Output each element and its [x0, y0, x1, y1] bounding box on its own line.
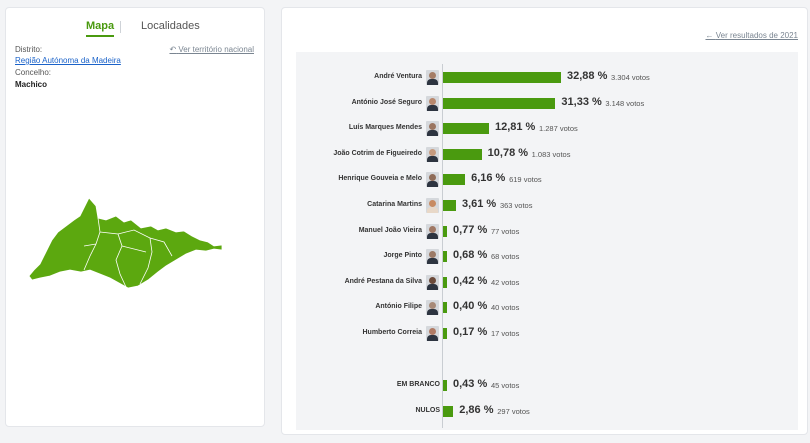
- candidate-row[interactable]: Luís Marques Mendes 12,81 % 1.287 votos: [296, 120, 798, 138]
- candidate-row[interactable]: Jorge Pinto 0,68 % 68 votos: [296, 248, 798, 266]
- candidate-row[interactable]: António Filipe 0,40 % 40 votos: [296, 299, 798, 317]
- candidate-avatar: [426, 274, 439, 290]
- candidate-name: João Cotrim de Figueiredo: [333, 149, 422, 157]
- candidate-avatar: [426, 326, 439, 341]
- district-label: Distrito:: [15, 45, 43, 54]
- candidate-avatar: [426, 121, 439, 137]
- map-panel: Mapa Localidades Distrito: ↶ Ver territó…: [5, 7, 265, 427]
- tab-divider: [120, 21, 121, 33]
- result-percentage: 0,42 %: [453, 274, 488, 287]
- result-bar: [443, 174, 466, 186]
- result-votes: 77 votos: [491, 226, 520, 236]
- result-percentage: 12,81 %: [494, 121, 536, 134]
- candidate-name: André Ventura: [374, 73, 422, 80]
- council-value: Machico: [15, 80, 48, 89]
- result-percentage: 6,16 %: [471, 172, 506, 185]
- results-chart: André Ventura 32,88 % 3.304 votos António J…: [296, 52, 798, 430]
- candidate-name: EM BRANCO: [396, 381, 440, 388]
- result-votes: 17 votos: [491, 329, 520, 338]
- result-percentage: 0,68 %: [453, 249, 488, 262]
- result-votes: 1.083 votos: [531, 149, 571, 159]
- result-votes: 40 votos: [491, 303, 520, 313]
- candidate-row[interactable]: Catarina Martins 3,61 % 363 votos: [296, 197, 798, 215]
- view-tabs: Mapa Localidades: [6, 20, 264, 46]
- previous-results-link[interactable]: ← Ver resultados de 2021: [705, 31, 798, 40]
- map-parish-borders: [83, 217, 173, 288]
- result-percentage: 10,78 %: [487, 146, 529, 159]
- candidate-name: Luís Marques Mendes: [348, 124, 422, 132]
- result-votes: 363 votos: [499, 201, 533, 210]
- candidate-name: André Pestana da Silva: [344, 277, 422, 285]
- candidate-row[interactable]: Henrique Gouveia e Melo 6,16 % 619 votos: [296, 171, 798, 189]
- result-bar: [443, 148, 482, 160]
- council-map[interactable]: [26, 198, 231, 298]
- tab-localities[interactable]: Localidades: [141, 20, 200, 32]
- result-bar: [443, 200, 456, 211]
- result-percentage: 0,77 %: [453, 223, 488, 236]
- candidate-name: Humberto Correia: [362, 329, 422, 336]
- candidate-row[interactable]: João Cotrim de Figueiredo 10,78 % 1.083 vo…: [296, 146, 798, 164]
- result-percentage: 31,33 %: [561, 95, 602, 108]
- result-percentage: 2,86 %: [459, 404, 494, 416]
- candidate-avatar: [426, 198, 439, 213]
- result-votes: 42 votos: [491, 277, 520, 287]
- result-votes: 1.287 votos: [538, 124, 578, 134]
- candidate-name: Henrique Gouveia e Melo: [338, 175, 422, 183]
- map-region-shape[interactable]: [28, 198, 223, 289]
- result-percentage: 0,17 %: [453, 326, 488, 338]
- candidate-avatar: [426, 249, 439, 265]
- previous-results-label: Ver resultados de 2021: [715, 31, 798, 40]
- result-percentage: 3,61 %: [461, 198, 497, 210]
- national-territory-link[interactable]: ↶ Ver território nacional: [169, 45, 254, 54]
- candidate-avatar: [426, 70, 439, 85]
- result-bar: [443, 97, 556, 109]
- result-bar: [443, 276, 447, 288]
- result-votes: 297 votos: [497, 407, 530, 416]
- arrow-left-icon: ←: [705, 31, 714, 40]
- candidate-name: Catarina Martins: [367, 201, 422, 208]
- candidate-row[interactable]: Manuel João Vieira 0,77 % 77 votos: [296, 223, 798, 241]
- candidate-row[interactable]: André Pestana da Silva 0,42 % 42 votos: [296, 274, 798, 292]
- candidate-avatar: [426, 223, 439, 239]
- chart-axis: [442, 64, 443, 428]
- result-bar: [443, 251, 447, 263]
- results-panel: ← Ver resultados de 2021 André Ventura 32…: [281, 7, 808, 435]
- result-percentage: 0,43 %: [453, 378, 488, 390]
- other-row[interactable]: EM BRANCO 0,43 % 45 votos: [296, 377, 798, 395]
- candidate-avatar: [426, 95, 439, 111]
- candidate-name: Jorge Pinto: [383, 252, 422, 260]
- result-bar: [443, 123, 489, 135]
- result-percentage: 0,40 %: [453, 300, 488, 313]
- candidate-name: Manuel João Vieira: [358, 226, 422, 234]
- candidate-avatar: [426, 172, 439, 188]
- candidate-row[interactable]: André Ventura 32,88 % 3.304 votos: [296, 69, 798, 87]
- result-bar: [443, 380, 447, 391]
- candidate-name: NULOS: [415, 407, 441, 414]
- tab-map[interactable]: Mapa: [86, 20, 115, 37]
- result-bar: [443, 302, 447, 314]
- district-link[interactable]: Região Autónoma da Madeira: [15, 56, 121, 65]
- candidate-name: António Filipe: [375, 303, 422, 311]
- candidate-avatar: [426, 300, 439, 316]
- result-votes: 3.148 votos: [605, 98, 645, 108]
- result-votes: 68 votos: [491, 252, 520, 262]
- result-votes: 619 votos: [509, 175, 542, 185]
- council-label: Concelho:: [15, 68, 52, 77]
- result-bar: [443, 225, 447, 237]
- candidate-row[interactable]: Humberto Correia 0,17 % 17 votos: [296, 325, 798, 343]
- result-percentage: 32,88 %: [567, 70, 608, 82]
- result-votes: 45 votos: [491, 381, 520, 390]
- result-bar: [443, 406, 454, 417]
- result-bar: [443, 328, 447, 339]
- result-bar: [443, 72, 561, 83]
- undo-icon: ↶: [169, 45, 177, 54]
- candidate-row[interactable]: António José Seguro 31,33 % 3.148 votos: [296, 95, 798, 113]
- result-votes: 3.304 votos: [611, 73, 650, 82]
- other-row[interactable]: NULOS 2,86 % 297 votos: [296, 403, 798, 421]
- candidate-avatar: [426, 146, 439, 162]
- national-territory-label: Ver território nacional: [178, 45, 254, 54]
- candidate-name: António José Seguro: [351, 98, 422, 106]
